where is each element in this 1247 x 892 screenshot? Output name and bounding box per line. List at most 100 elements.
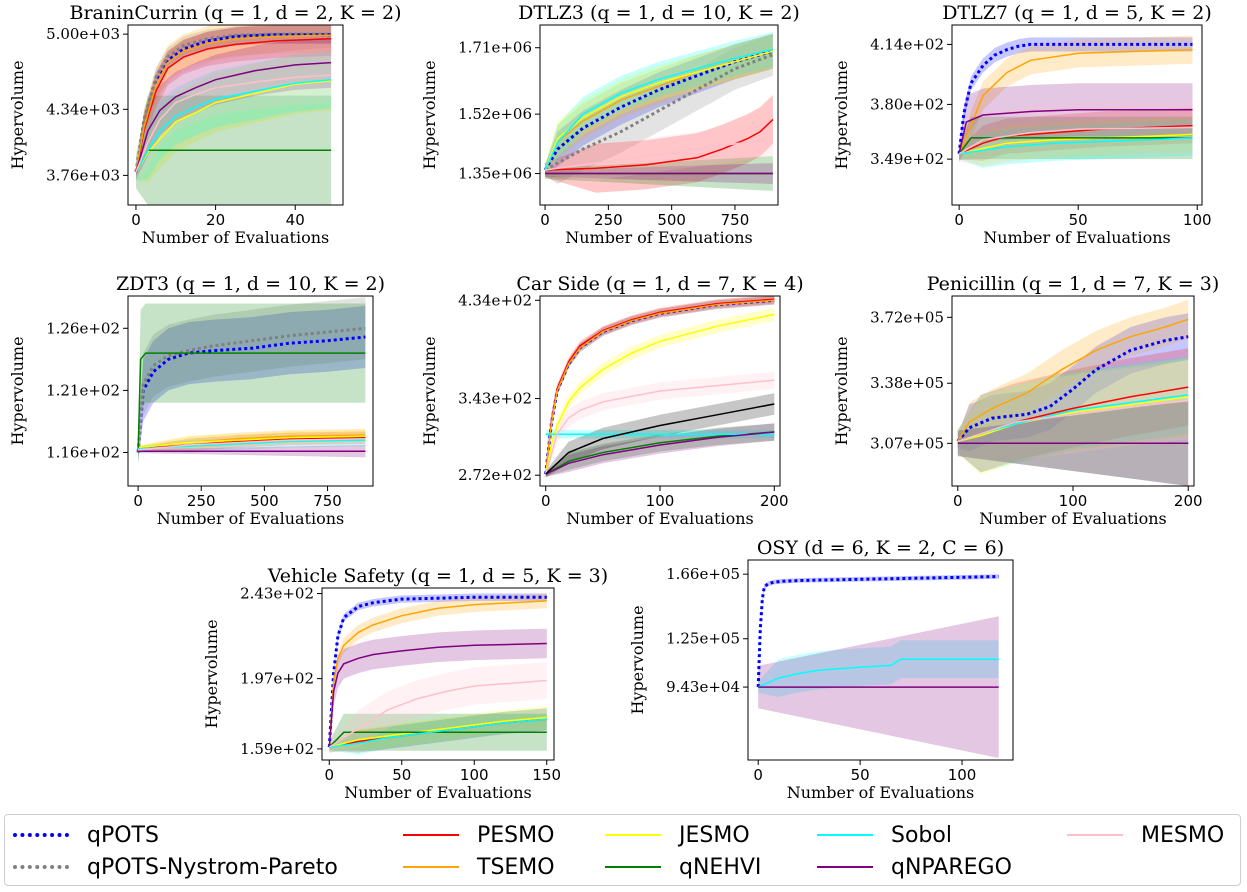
band-qpots <box>959 37 1193 156</box>
axes-frame <box>951 24 1203 206</box>
legend-label: qPOTS <box>87 822 159 848</box>
y-tick-label: 1.52e+06 <box>458 105 532 123</box>
x-tick-label: 0 <box>133 492 143 510</box>
legend-label: qPOTS-Nystrom-Pareto <box>87 854 338 880</box>
band-mesmo <box>545 121 773 181</box>
band-sobol <box>758 640 999 697</box>
y-axis-label: Hypervolume <box>420 336 439 445</box>
y-axis-label: Hypervolume <box>832 60 851 169</box>
x-tick-label: 0 <box>541 492 551 510</box>
series-line-qpots-nystrom-pareto <box>544 53 774 172</box>
band-qpots <box>957 313 1189 452</box>
series-line-qnehvi <box>545 431 775 475</box>
x-tick-label: 0 <box>540 211 550 229</box>
x-tick-label: 150 <box>532 766 561 784</box>
series-line-qpots <box>956 335 1189 443</box>
series-line-tsemo <box>328 600 547 748</box>
legend-swatch <box>13 865 69 869</box>
chart-panel-4: 0 250 500 750 1.16e+02 1.21e+02 1.26e+02 ZDT3 (… <box>8 273 385 528</box>
y-tick-label: 2.72e+02 <box>458 466 532 484</box>
chart-title: ZDT3 (q = 1, d = 10, K = 2) <box>116 273 385 295</box>
band-qnparego <box>959 83 1193 162</box>
x-tick-label: 200 <box>1174 492 1203 510</box>
series-line-mesmo <box>957 399 1189 443</box>
y-tick-label: 3.49e+02 <box>870 150 944 168</box>
x-axis-label: Number of Evaluations <box>157 509 344 528</box>
x-tick-label: 250 <box>187 492 216 510</box>
legend-swatch <box>403 834 459 836</box>
y-axis-label: Hypervolume <box>202 619 221 728</box>
series-line-qnehvi <box>958 137 1193 155</box>
series-line-qpots <box>957 42 1193 154</box>
y-axis-label: Hypervolume <box>8 336 27 445</box>
x-tick-label: 50 <box>1069 211 1088 229</box>
y-tick-label: 5.00e+03 <box>46 25 120 43</box>
series-line-jesmo <box>958 133 1193 155</box>
y-tick-label: 1.26e+02 <box>46 319 120 337</box>
y-tick-label: 1.59e+02 <box>240 740 314 758</box>
band-qnehvi <box>138 303 366 468</box>
series-line-sobol <box>329 718 547 748</box>
chart-panel-8: 0 50 100 9.43e+04 1.25e+05 1.66e+05 OSY (d = 6… <box>628 537 1014 802</box>
y-tick-label: 2.43e+02 <box>240 585 314 603</box>
legend-label: qNEHVI <box>679 854 762 880</box>
x-axis-label: Number of Evaluations <box>979 509 1166 528</box>
plot-area <box>136 297 366 468</box>
plot-area <box>134 25 332 205</box>
band-qpots <box>136 25 332 175</box>
series-line-qnehvi <box>137 352 366 453</box>
series-line-jesmo <box>544 313 775 475</box>
band-tsemo <box>959 35 1193 159</box>
x-axis-label: Number of Evaluations <box>344 783 531 802</box>
band-jesmo <box>545 33 773 176</box>
band-sobol <box>545 32 773 176</box>
chart-title: DTLZ7 (q = 1, d = 5, K = 2) <box>942 2 1212 24</box>
x-tick-label: 50 <box>851 766 870 784</box>
plot-area <box>544 296 775 478</box>
x-axis-label: Number of Evaluations <box>566 509 753 528</box>
band-qpots <box>545 33 773 176</box>
axes-frame <box>747 559 1014 761</box>
series-line-pesmo <box>135 37 332 173</box>
x-tick-label: 20 <box>206 211 225 229</box>
series-line-tsemo <box>958 48 1193 155</box>
series-line-qpots <box>136 335 366 453</box>
y-tick-label: 1.71e+06 <box>458 39 532 57</box>
x-tick-label: 500 <box>250 492 279 510</box>
plot-area <box>543 32 774 193</box>
y-tick-label: 3.76e+03 <box>46 166 120 184</box>
y-tick-label: 1.25e+05 <box>666 630 740 648</box>
legend-item-qpots-nystrom-pareto: qPOTS-Nystrom-Pareto <box>13 854 338 880</box>
chart-panel-1: 0 20 40 3.76e+03 4.34e+03 5.00e+03BraninCurri… <box>8 2 401 247</box>
band-mesmo <box>959 100 1193 167</box>
series-line-mesmo <box>958 126 1193 155</box>
band-pesmo <box>136 25 332 178</box>
series-line-black <box>545 403 775 475</box>
series-line-sobol <box>757 658 999 688</box>
chart-title: BraninCurrin (q = 1, d = 2, K = 2) <box>70 2 402 24</box>
chart-panel-7: 0 50 100 150 1.59e+02 1.97e+02 2.43e+02Vehicle… <box>202 565 608 802</box>
series-line-qnehvi <box>328 731 547 748</box>
band-pesmo <box>959 107 1193 161</box>
series-line-tsemo <box>135 34 332 173</box>
x-tick-label: 100 <box>646 492 675 510</box>
legend-swatch <box>605 866 661 868</box>
legend-item-qnehvi: qNEHVI <box>605 854 761 880</box>
legend-item-tsemo: TSEMO <box>403 854 555 880</box>
band-qpots <box>329 593 547 749</box>
plot-area <box>756 574 999 758</box>
band-qpots-nystrom-pareto <box>545 33 773 185</box>
chart-title: OSY (d = 6, K = 2, C = 6) <box>757 537 1004 559</box>
x-tick-label: 50 <box>392 766 411 784</box>
x-tick-label: 0 <box>953 492 963 510</box>
legend-label: JESMO <box>679 822 750 848</box>
y-axis-label: Hypervolume <box>832 336 851 445</box>
y-tick-label: 1.16e+02 <box>46 443 120 461</box>
axes-frame <box>539 24 779 206</box>
series-line-sobol <box>544 48 774 171</box>
legend-label: Sobol <box>891 822 952 848</box>
series-line-jesmo <box>329 716 547 748</box>
series-line-jesmo <box>138 435 366 449</box>
axes-frame <box>127 295 374 487</box>
plot-area <box>957 35 1193 168</box>
